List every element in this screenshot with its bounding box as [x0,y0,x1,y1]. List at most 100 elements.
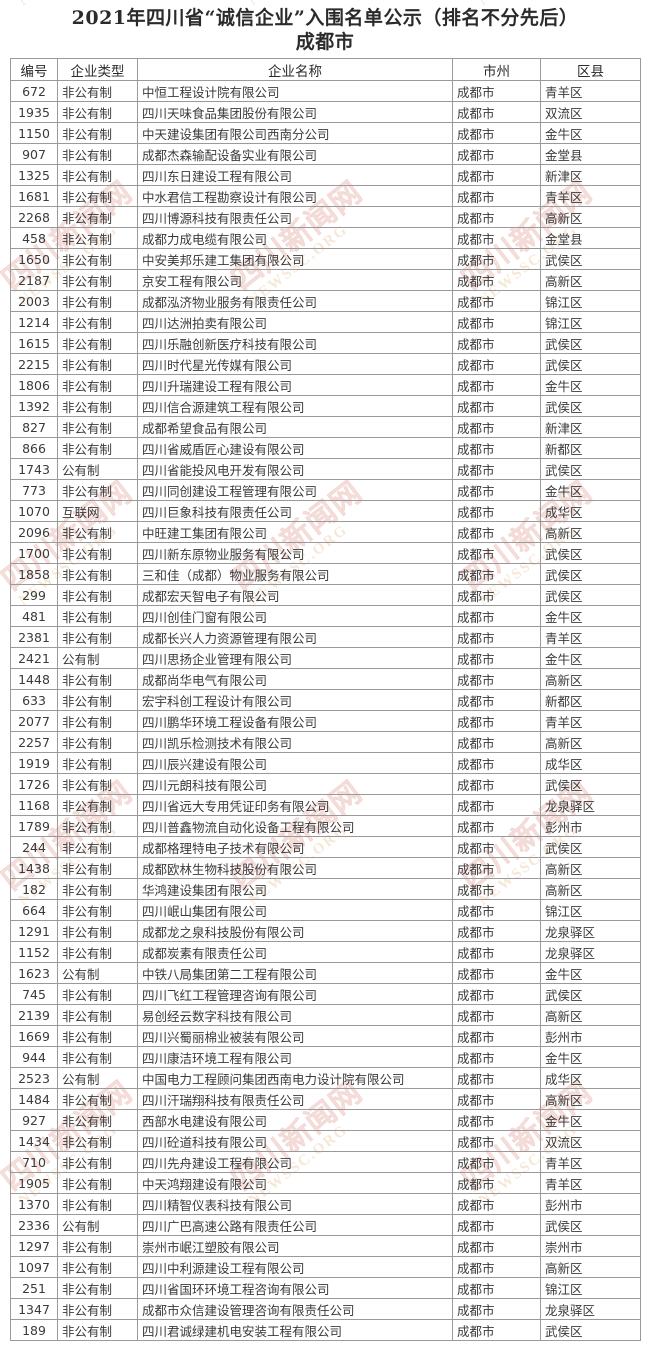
cell-type: 非公有制 [57,1004,138,1026]
cell-city: 成都市 [452,836,541,858]
cell-id: 2336 [10,1214,58,1236]
cell-district: 武侯区 [540,248,641,270]
cell-name: 京安工程有限公司 [137,269,453,291]
cell-name: 四川省威盾匠心建设有限公司 [137,437,453,459]
table-row: 182 非公有制 华鸿建设集团有限公司 成都市 高新区 [10,878,641,900]
cell-city: 成都市 [452,689,541,711]
cell-city: 成都市 [452,80,541,102]
cell-district: 新津区 [540,164,641,186]
cell-type: 非公有制 [57,794,138,816]
cell-type: 非公有制 [57,122,138,144]
cell-name: 中天鸿翔建设有限公司 [137,1172,453,1194]
cell-name: 四川中利源建设工程有限公司 [137,1256,453,1278]
cell-name: 四川信合源建筑工程有限公司 [137,395,453,417]
cell-name: 宏宇科创工程设计有限公司 [137,689,453,711]
cell-id: 2523 [10,1067,58,1089]
cell-type: 非公有制 [57,920,138,942]
cell-city: 成都市 [452,1109,541,1131]
cell-district: 锦江区 [540,899,641,921]
cell-type: 非公有制 [57,101,138,123]
cell-district: 高新区 [540,731,641,753]
cell-city: 成都市 [452,332,541,354]
cell-city: 成都市 [452,1025,541,1047]
cell-name: 成都龙之泉科技股份有限公司 [137,920,453,942]
table-row: 1700 非公有制 四川新东原物业服务有限公司 成都市 武侯区 [10,542,641,564]
cell-type: 非公有制 [57,1130,138,1152]
cell-name: 西部水电建设有限公司 [137,1109,453,1131]
cell-id: 1070 [10,500,58,522]
cell-district: 武侯区 [540,1319,641,1341]
cell-city: 成都市 [452,983,541,1005]
cell-city: 成都市 [452,752,541,774]
table-row: 1291 非公有制 成都龙之泉科技股份有限公司 成都市 龙泉驿区 [10,920,641,942]
cell-district: 成华区 [540,1067,641,1089]
cell-city: 成都市 [452,521,541,543]
table-row: 1806 非公有制 四川升瑞建设工程有限公司 成都市 金牛区 [10,374,641,396]
cell-type: 非公有制 [57,1256,138,1278]
table-row: 1789 非公有制 四川普鑫物流自动化设备工程有限公司 成都市 彭州市 [10,815,641,837]
cell-name: 四川广巴高速公路有限责任公司 [137,1214,453,1236]
cell-name: 四川飞红工程管理咨询有限公司 [137,983,453,1005]
cell-name: 成都力成电缆有限公司 [137,227,453,249]
cell-district: 金牛区 [540,1046,641,1068]
cell-name: 成都宏天智电子有限公司 [137,584,453,606]
cell-name: 易创经云数字科技有限公司 [137,1004,453,1026]
cell-name: 成都希望食品有限公司 [137,416,453,438]
table-row: 1623 公有制 中铁八局集团第二工程有限公司 成都市 金牛区 [10,962,641,984]
cell-name: 成都格理特电子技术有限公司 [137,836,453,858]
cell-type: 非公有制 [57,353,138,375]
cell-id: 633 [10,689,58,711]
cell-name: 四川升瑞建设工程有限公司 [137,374,453,396]
cell-name: 四川同创建设工程管理有限公司 [137,479,453,501]
cell-type: 非公有制 [57,668,138,690]
cell-district: 金牛区 [540,1109,641,1131]
table-row: 2523 公有制 中国电力工程顾问集团西南电力设计院有限公司 成都市 成华区 [10,1067,641,1089]
cell-city: 成都市 [452,815,541,837]
cell-id: 2187 [10,269,58,291]
cell-city: 成都市 [452,542,541,564]
cell-type: 非公有制 [57,248,138,270]
cell-district: 双流区 [540,1130,641,1152]
cell-district: 金牛区 [540,122,641,144]
cell-name: 中安美邦乐建工集团有限公司 [137,248,453,270]
cell-type: 非公有制 [57,563,138,585]
cell-city: 成都市 [452,311,541,333]
cell-id: 1650 [10,248,58,270]
cell-type: 非公有制 [57,731,138,753]
cell-id: 1806 [10,374,58,396]
cell-district: 武侯区 [540,836,641,858]
cell-district: 高新区 [540,878,641,900]
cell-district: 武侯区 [540,542,641,564]
table-row: 1434 非公有制 四川砼道科技有限公司 成都市 双流区 [10,1130,641,1152]
cell-type: 非公有制 [57,1172,138,1194]
cell-district: 金牛区 [540,647,641,669]
cell-type: 非公有制 [57,752,138,774]
cell-district: 武侯区 [540,332,641,354]
column-header-city: 市州 [452,58,541,81]
table-header-row: 编号 企业类型 企业名称 市州 区县 [10,58,641,81]
cell-city: 成都市 [452,605,541,627]
cell-id: 1726 [10,773,58,795]
cell-name: 成都尚华电气有限公司 [137,668,453,690]
table-body: 672 非公有制 中恒工程设计院有限公司 成都市 青羊区 1935 非公有制 四川天味食品集团… [10,80,641,1341]
table-row: 1168 非公有制 四川省远大专用凭证印务有限公司 成都市 龙泉驿区 [10,794,641,816]
cell-type: 非公有制 [57,416,138,438]
cell-city: 成都市 [452,773,541,795]
cell-city: 成都市 [452,164,541,186]
cell-name: 四川省远大专用凭证印务有限公司 [137,794,453,816]
table-row: 710 非公有制 四川先舟建设工程有限公司 成都市 青羊区 [10,1151,641,1173]
cell-type: 非公有制 [57,1109,138,1131]
table-row: 1669 非公有制 四川兴蜀丽棉业被装有限公司 成都市 彭州市 [10,1025,641,1047]
cell-id: 251 [10,1277,58,1299]
column-header-district: 区县 [540,58,641,81]
cell-id: 773 [10,479,58,501]
table-row: 1070 互联网 四川巨象科技有限责任公司 成都市 成华区 [10,500,641,522]
cell-city: 成都市 [452,899,541,921]
cell-city: 成都市 [452,668,541,690]
cell-city: 成都市 [452,647,541,669]
cell-name: 中旺建工集团有限公司 [137,521,453,543]
cell-type: 非公有制 [57,185,138,207]
cell-city: 成都市 [452,857,541,879]
cell-city: 成都市 [452,1214,541,1236]
cell-city: 成都市 [452,101,541,123]
